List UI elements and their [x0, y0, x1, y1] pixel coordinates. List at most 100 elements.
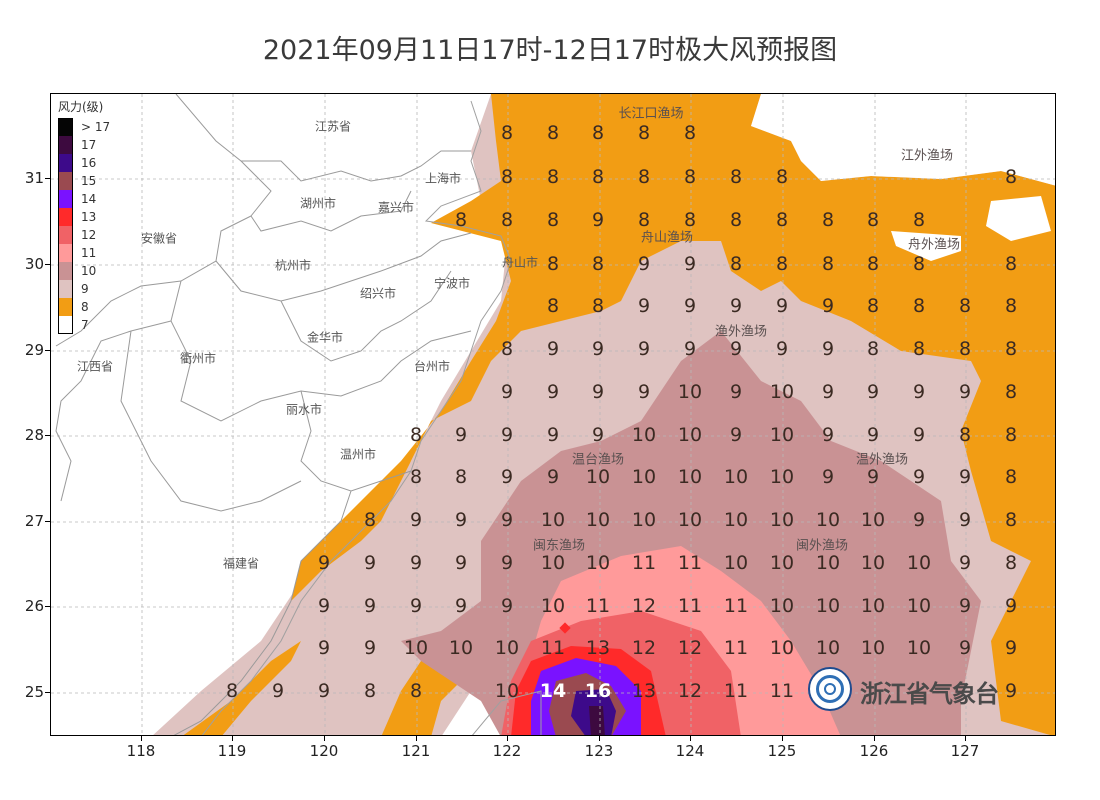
wind-grade-value: 9	[409, 552, 423, 574]
wind-grade-value: 8	[409, 424, 423, 446]
x-tick-mark	[232, 736, 233, 741]
x-tick-mark	[782, 736, 783, 741]
wind-grade-value: 9	[591, 209, 605, 231]
wind-grade-value: 8	[866, 253, 880, 275]
wind-grade-value: 11	[677, 552, 703, 574]
legend-item: 9	[58, 280, 110, 298]
wind-grade-value: 8	[683, 122, 697, 144]
wind-grade-value: 9	[546, 381, 560, 403]
legend-swatch	[58, 172, 73, 190]
wind-grade-value: 10	[585, 466, 611, 488]
wind-grade-value: 9	[775, 338, 789, 360]
wind-grade-value: 9	[912, 509, 926, 531]
organization-name: 浙江省气象台	[860, 680, 999, 708]
legend-swatch	[58, 136, 73, 154]
legend-swatch	[58, 208, 73, 226]
wind-grade-value: 10	[494, 637, 520, 659]
wind-grade-value: 9	[409, 509, 423, 531]
wind-grade-value: 9	[729, 424, 743, 446]
wind-grade-value: 8	[912, 253, 926, 275]
wind-grade-value: 8	[1004, 295, 1018, 317]
wind-grade-value: 8	[500, 209, 514, 231]
wind-grade-value: 10	[906, 637, 932, 659]
wind-grade-value: 10	[769, 552, 795, 574]
wind-grade-value: 8	[958, 338, 972, 360]
x-tick-label: 125	[767, 742, 797, 760]
x-tick-mark	[690, 736, 691, 741]
wind-grade-value: 9	[775, 295, 789, 317]
place-label-jiangxi: 江西省	[76, 359, 114, 374]
legend-item: 8	[58, 298, 110, 316]
wind-grade-value: 10	[723, 509, 749, 531]
wind-grade-value: 9	[317, 552, 331, 574]
place-label-jinhua: 金华市	[306, 330, 344, 345]
wind-grade-value: 9	[500, 466, 514, 488]
wind-grade-value: 9	[821, 338, 835, 360]
wind-grade-value: 9	[821, 381, 835, 403]
wind-grade-value: 9	[683, 295, 697, 317]
legend-swatch	[58, 262, 73, 280]
wind-grade-value: 9	[821, 466, 835, 488]
wind-grade-value: 8	[409, 466, 423, 488]
legend-label: 15	[81, 174, 97, 188]
wind-grade-value: 9	[729, 295, 743, 317]
x-tick-mark	[324, 736, 325, 741]
wind-grade-value: 8	[775, 209, 789, 231]
wind-grade-value: 10	[815, 552, 841, 574]
wind-grade-value: 9	[637, 338, 651, 360]
y-tick-mark	[45, 264, 50, 265]
wind-grade-value: 9	[958, 381, 972, 403]
place-label-zhoushan: 舟山市	[501, 255, 539, 270]
wind-grade-value: 8	[500, 166, 514, 188]
wind-grade-value: 8	[637, 122, 651, 144]
x-tick-mark	[416, 736, 417, 741]
wind-grade-value: 13	[631, 680, 657, 702]
wind-grade-value: 11	[723, 680, 749, 702]
legend-swatch	[58, 190, 73, 208]
wind-grade-value: 9	[912, 466, 926, 488]
y-tick-mark	[45, 521, 50, 522]
y-tick-mark	[45, 606, 50, 607]
wind-grade-value: 10	[906, 595, 932, 617]
place-label-huzhou: 湖州市	[299, 196, 337, 211]
x-tick-mark	[874, 736, 875, 741]
y-tick-mark	[45, 350, 50, 351]
wind-grade-value: 8	[1004, 552, 1018, 574]
wind-grade-value: 8	[591, 122, 605, 144]
wind-grade-value: 9	[363, 637, 377, 659]
legend-label: 7	[81, 318, 89, 332]
wind-grade-value: 8	[775, 166, 789, 188]
place-label-quzhou: 衢州市	[179, 351, 217, 366]
legend-item: 16	[58, 154, 110, 172]
wind-grade-value: 10	[494, 680, 520, 702]
map-title: 2021年09月11日17时-12日17时极大风预报图	[262, 35, 838, 66]
legend-item: 7	[58, 316, 110, 334]
wind-grade-value: 9	[958, 509, 972, 531]
wind-grade-value: 9	[500, 424, 514, 446]
wind-grade-value: 10	[723, 552, 749, 574]
wind-grade-value: 9	[271, 680, 285, 702]
wind-grade-value: 8	[729, 209, 743, 231]
fishing-ground-label: 渔外渔场	[714, 324, 768, 340]
y-tick-label: 30	[24, 255, 44, 273]
map-plot-area[interactable]	[50, 93, 1056, 736]
wind-grade-value: 9	[363, 552, 377, 574]
wind-grade-value: 10	[631, 424, 657, 446]
legend-label: 9	[81, 282, 89, 296]
wind-grade-value: 8	[683, 209, 697, 231]
wind-grade-value: 10	[815, 595, 841, 617]
wind-grade-value: 8	[591, 166, 605, 188]
x-tick-mark	[965, 736, 966, 741]
wind-grade-value: 10	[540, 595, 566, 617]
wind-grade-value: 8	[866, 209, 880, 231]
legend-swatch	[58, 226, 73, 244]
wind-grade-value: 8	[866, 295, 880, 317]
wind-grade-value: 9	[500, 509, 514, 531]
fishing-ground-label: 江外渔场	[900, 148, 954, 164]
wind-grade-value: 10	[540, 552, 566, 574]
place-label-lishui: 丽水市	[285, 402, 323, 417]
legend-swatch	[58, 316, 73, 334]
legend-item: 10	[58, 262, 110, 280]
wind-grade-value: 9	[912, 424, 926, 446]
wind-grade-value: 9	[317, 595, 331, 617]
